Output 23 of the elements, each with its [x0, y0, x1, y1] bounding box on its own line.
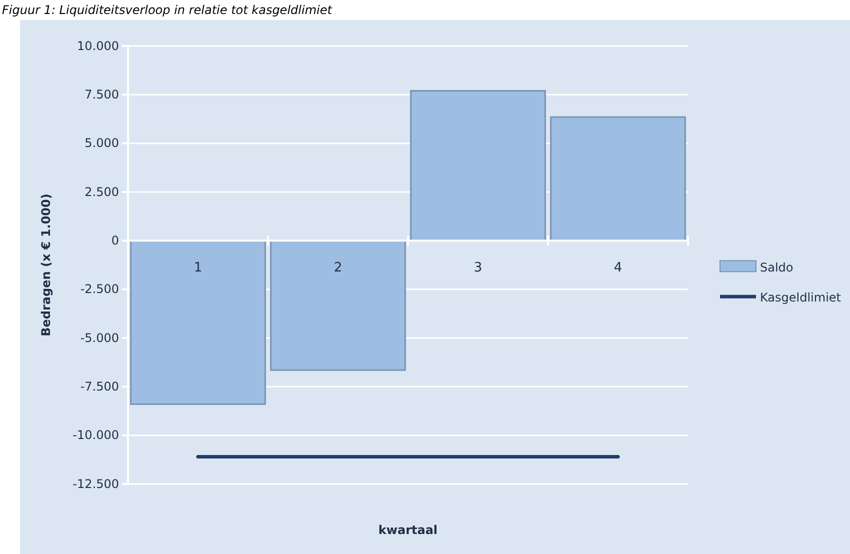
- y-tick-label: 5.000: [84, 136, 119, 150]
- bar: [130, 240, 266, 405]
- x-tick-label: 1: [194, 260, 202, 276]
- y-tick-label: 2.500: [84, 184, 119, 199]
- legend-label: Saldo: [760, 260, 794, 275]
- bar: [550, 116, 686, 242]
- x-tick-label: 3: [474, 260, 482, 276]
- y-axis-title: Bedragen (x € 1.000): [39, 194, 53, 336]
- bar: [410, 90, 546, 242]
- x-tick-label: 2: [334, 260, 342, 276]
- y-tick-label: -2.500: [80, 282, 119, 296]
- x-axis-title: kwartaal: [378, 523, 438, 537]
- bar: [270, 240, 406, 371]
- y-tick-label: 10.000: [77, 38, 119, 53]
- y-tick-label: -7.500: [80, 380, 119, 394]
- y-tick-label: 7.500: [84, 88, 119, 102]
- y-tick-label: -10.000: [72, 428, 119, 442]
- x-tick-label: 4: [614, 260, 622, 276]
- y-tick-label: -12.500: [72, 476, 119, 491]
- chart-title: Figuur 1: Liquiditeitsverloop in relatie tot kasgeldlimiet: [2, 3, 334, 17]
- y-tick-label: 0: [111, 234, 119, 248]
- legend-label: Kasgeldlimiet: [760, 290, 842, 305]
- y-tick-label: -5.000: [80, 330, 119, 345]
